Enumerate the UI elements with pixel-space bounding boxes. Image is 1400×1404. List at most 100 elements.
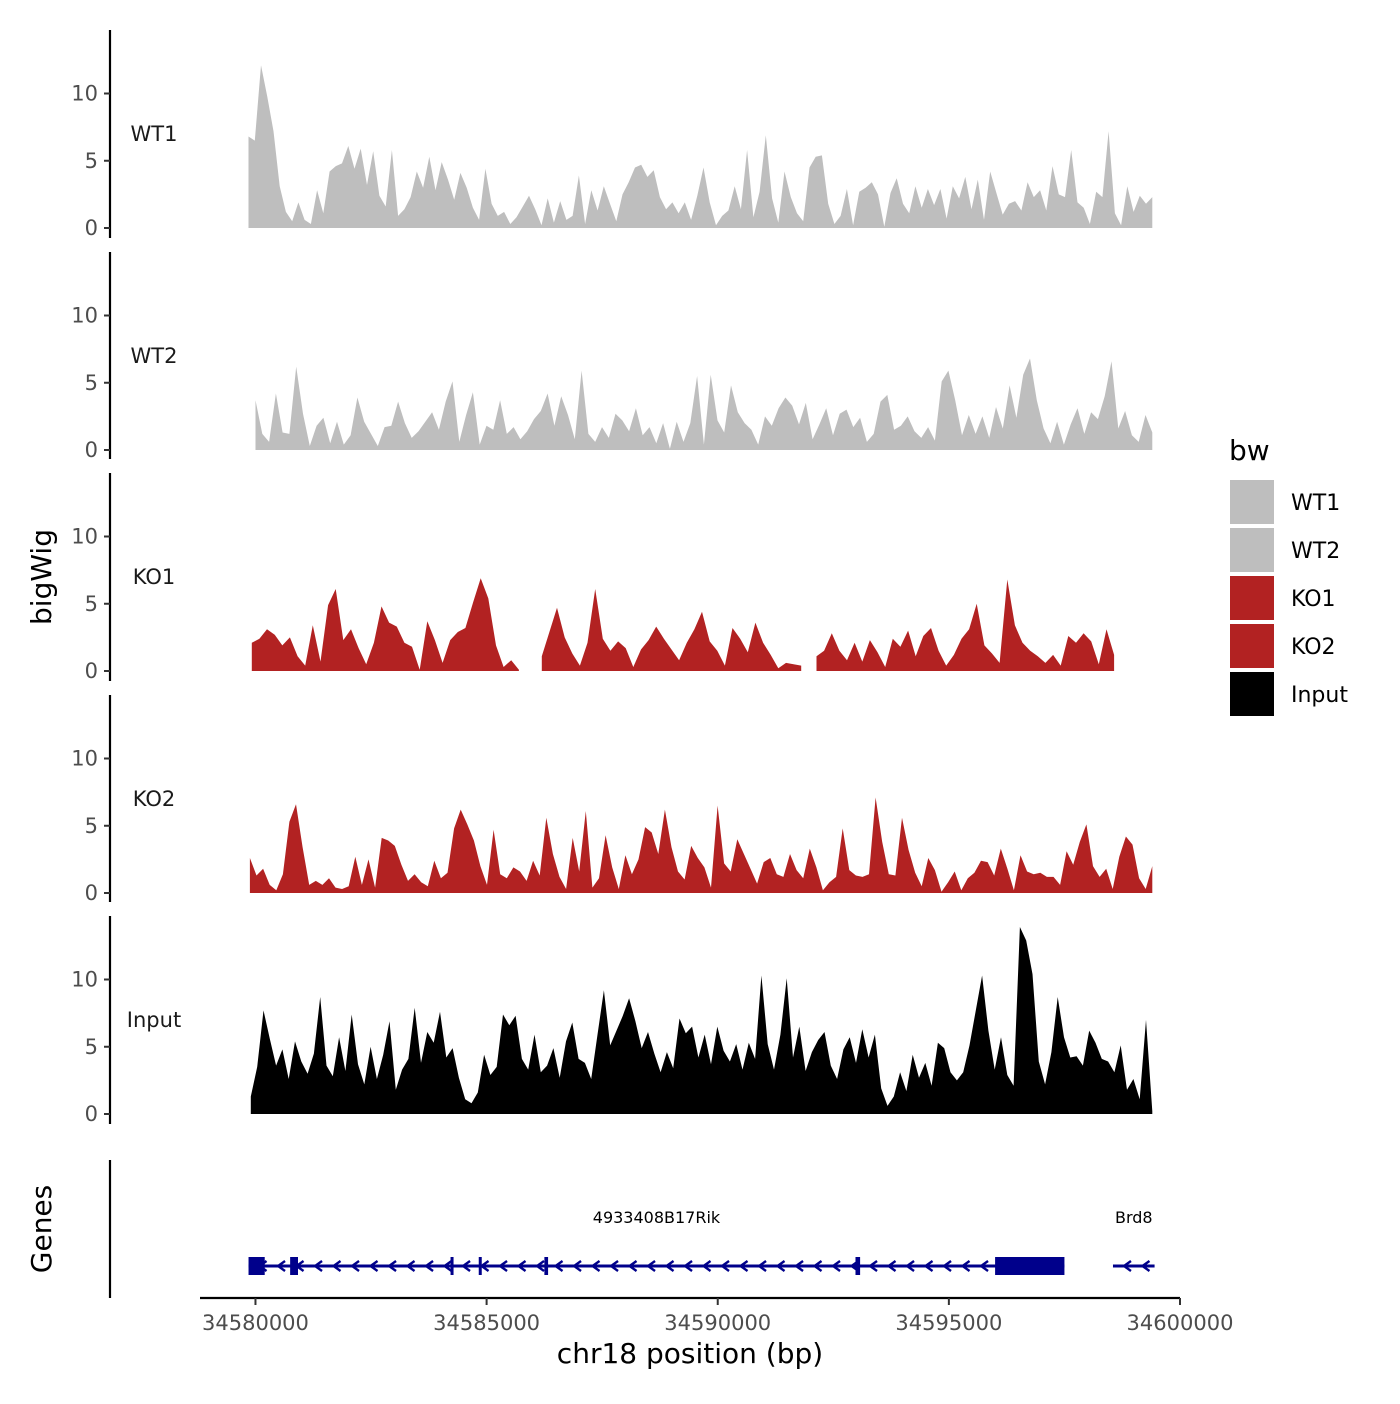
legend-item-ko2: KO2 (1230, 624, 1336, 668)
strand-arrow (812, 1260, 823, 1272)
strand-arrow (553, 1260, 564, 1272)
legend-swatch (1230, 624, 1274, 668)
y-axis-title: bigWig (25, 529, 58, 625)
genes-panel: 4933408B17Rik Brd8 (108, 1160, 1155, 1298)
y-tick-label: 0 (85, 216, 98, 240)
y-tick-label: 0 (85, 438, 98, 462)
legend-item-wt1: WT1 (1230, 480, 1340, 524)
legend-label: WT1 (1291, 491, 1340, 516)
strand-arrow (775, 1260, 786, 1272)
gene-exon (995, 1257, 1065, 1275)
legend: bw WT1 WT2 KO1 KO2 Input (1229, 434, 1348, 716)
track-label: Input (127, 1008, 181, 1032)
strand-arrow (682, 1260, 693, 1272)
legend-swatch (1230, 528, 1274, 572)
strand-arrow (793, 1260, 804, 1272)
legend-swatch (1230, 576, 1274, 620)
track-input: 0 5 10 Input (71, 916, 1153, 1126)
strand-arrow (645, 1260, 656, 1272)
strand-arrow (405, 1260, 416, 1272)
strand-arrow (756, 1260, 767, 1272)
gene-name-label: Brd8 (1115, 1208, 1153, 1227)
genes-axis-title: Genes (25, 1185, 58, 1273)
x-tick-label: 34600000 (1127, 1311, 1234, 1335)
strand-arrow (738, 1260, 749, 1272)
strand-arrow (516, 1260, 527, 1272)
strand-arrow (886, 1260, 897, 1272)
y-tick-label: 5 (85, 1035, 98, 1059)
track-label: WT1 (131, 122, 178, 146)
coverage-area-ko1 (251, 578, 1115, 671)
strand-arrow (312, 1260, 323, 1272)
y-tick-label: 5 (85, 814, 98, 838)
strand-arrow (349, 1260, 360, 1272)
x-axis: 34580000 34585000 34590000 34595000 34600000 (200, 1296, 1234, 1335)
legend-swatch (1230, 480, 1274, 524)
track-label: WT2 (131, 344, 178, 368)
gene-exon (544, 1257, 549, 1275)
y-tick-label: 0 (85, 881, 98, 905)
y-tick-label: 10 (71, 304, 98, 328)
y-tick-label: 5 (85, 592, 98, 616)
strand-arrow (923, 1260, 934, 1272)
strand-arrow (590, 1260, 601, 1272)
strand-arrow (460, 1260, 471, 1272)
strand-arrow (960, 1260, 971, 1272)
gene-exon (450, 1257, 454, 1275)
legend-item-ko1: KO1 (1230, 576, 1336, 620)
gene-exon (855, 1257, 861, 1275)
y-tick-label: 5 (85, 371, 98, 395)
strand-arrow (534, 1260, 545, 1272)
legend-item-input: Input (1230, 672, 1348, 716)
track-ko1: 0 5 10 KO1 (71, 473, 1115, 683)
strand-arrow (331, 1260, 342, 1272)
strand-arrow (978, 1260, 989, 1272)
legend-label: KO2 (1291, 635, 1336, 660)
x-tick-label: 34590000 (664, 1311, 771, 1335)
legend-swatch (1230, 672, 1274, 716)
strand-arrow (368, 1260, 379, 1272)
strand-arrow (608, 1260, 619, 1272)
strand-arrow (627, 1260, 638, 1272)
x-tick-label: 34580000 (202, 1311, 309, 1335)
x-tick-label: 34585000 (433, 1311, 540, 1335)
strand-arrow (442, 1260, 453, 1272)
strand-arrow (571, 1260, 582, 1272)
legend-item-wt2: WT2 (1230, 528, 1340, 572)
y-tick-label: 10 (71, 747, 98, 771)
gene-brd8: Brd8 (1112, 1208, 1155, 1272)
coverage-area-wt2 (255, 358, 1153, 450)
gene-exon (248, 1257, 265, 1275)
gene-4933408b17rik: 4933408B17Rik (248, 1208, 1065, 1275)
legend-label: KO1 (1291, 587, 1336, 612)
legend-label: Input (1291, 683, 1348, 708)
gene-exon (290, 1257, 298, 1275)
strand-arrow (1140, 1260, 1151, 1272)
strand-arrow (1121, 1260, 1132, 1272)
gene-name-label: 4933408B17Rik (593, 1208, 721, 1227)
strand-arrow (386, 1260, 397, 1272)
strand-arrow (275, 1260, 286, 1272)
strand-arrow (664, 1260, 675, 1272)
x-axis-title: chr18 position (bp) (557, 1337, 823, 1370)
coverage-area-wt1 (248, 65, 1153, 228)
track-ko2: 0 5 10 KO2 (71, 695, 1153, 905)
strand-arrow (867, 1260, 878, 1272)
y-tick-label: 0 (85, 659, 98, 683)
strand-arrow (941, 1260, 952, 1272)
strand-arrow (830, 1260, 841, 1272)
y-tick-label: 10 (71, 968, 98, 992)
y-tick-label: 5 (85, 149, 98, 173)
track-label: KO2 (133, 787, 176, 811)
coverage-area-input (250, 927, 1153, 1114)
y-tick-label: 10 (71, 82, 98, 106)
legend-label: WT2 (1291, 539, 1340, 564)
track-wt1: 0 5 10 WT1 (71, 30, 1153, 240)
x-tick-label: 34595000 (895, 1311, 1002, 1335)
strand-arrow (904, 1260, 915, 1272)
strand-arrow (701, 1260, 712, 1272)
coverage-tracks: 0 5 10 WT1 0 5 10 WT2 0 5 10 KO1 0 5 10 KO2 0 5 10 Input (71, 30, 1153, 1126)
strand-arrow (719, 1260, 730, 1272)
